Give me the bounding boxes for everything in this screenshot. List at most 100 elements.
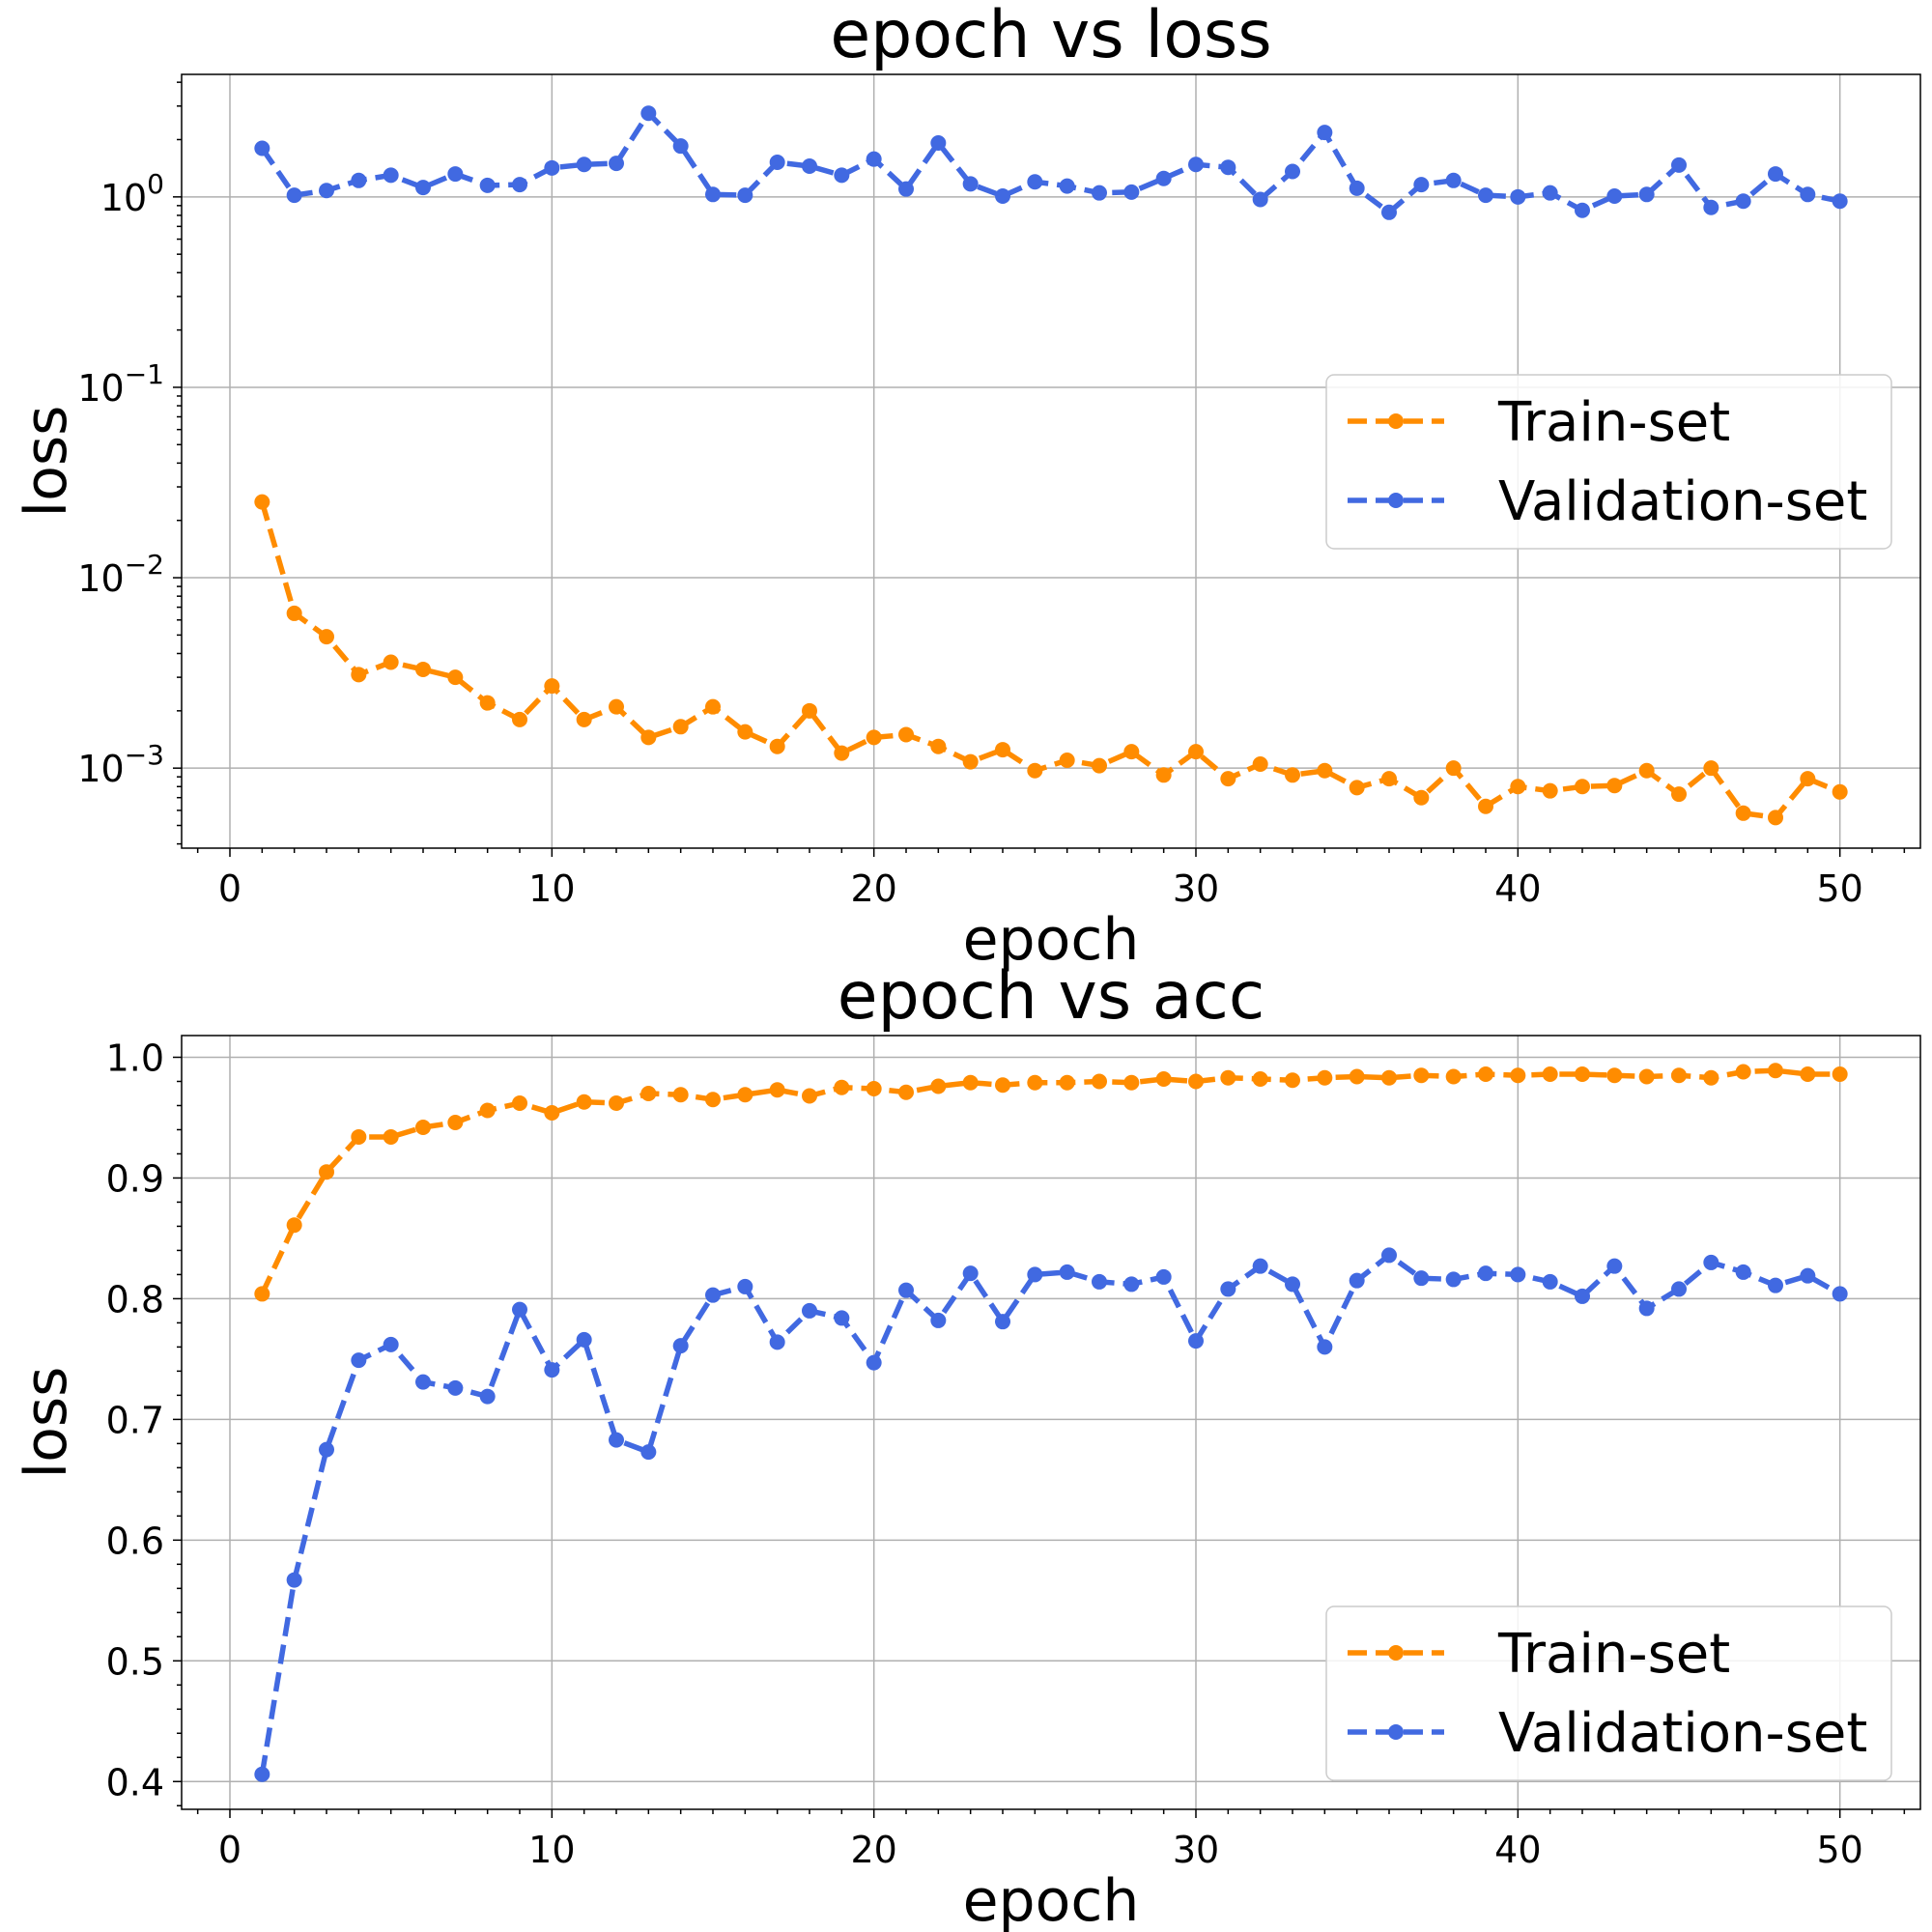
- data-point: [1671, 1067, 1687, 1084]
- data-point: [319, 183, 334, 199]
- data-point: [351, 667, 367, 683]
- data-point: [1092, 1073, 1107, 1090]
- data-point: [640, 1444, 657, 1461]
- data-point: [1800, 186, 1816, 203]
- data-point: [544, 1104, 560, 1121]
- data-point: [1188, 156, 1204, 173]
- data-point: [640, 729, 657, 746]
- data-point: [1220, 159, 1236, 176]
- data-point: [1478, 187, 1493, 204]
- data-point: [769, 1082, 785, 1098]
- data-point: [1671, 786, 1687, 803]
- data-point: [1155, 1070, 1172, 1087]
- x-tick-label: 30: [1173, 1829, 1219, 1871]
- x-tick-label: 10: [528, 1829, 575, 1871]
- data-point: [898, 1282, 914, 1298]
- data-point: [286, 605, 302, 621]
- data-point: [962, 176, 979, 192]
- data-point: [1285, 767, 1300, 783]
- data-point: [319, 1164, 334, 1180]
- data-point: [479, 1102, 496, 1119]
- data-point: [319, 1441, 334, 1458]
- data-point: [319, 629, 334, 645]
- y-tick-label: 0.8: [106, 1278, 164, 1321]
- data-point: [1510, 188, 1526, 205]
- data-point: [737, 187, 753, 204]
- data-point: [672, 1087, 689, 1103]
- y-tick-label: 0.5: [106, 1640, 164, 1683]
- data-point: [930, 1312, 947, 1328]
- chart-title: epoch vs acc: [838, 958, 1264, 1035]
- data-point: [1317, 1069, 1333, 1086]
- data-point: [1768, 166, 1783, 183]
- legend-swatch-marker: [1388, 493, 1404, 508]
- data-point: [479, 695, 496, 711]
- data-point: [544, 1362, 560, 1378]
- data-point: [544, 159, 560, 176]
- data-point: [447, 669, 464, 686]
- data-point: [802, 1302, 817, 1319]
- data-point: [1381, 204, 1397, 220]
- data-point: [1510, 779, 1526, 795]
- data-point: [1285, 1072, 1300, 1089]
- legend-swatch-marker: [1388, 1645, 1404, 1661]
- data-point: [479, 177, 496, 193]
- data-point: [1123, 744, 1140, 760]
- data-point: [1027, 762, 1043, 779]
- data-point: [1800, 771, 1816, 787]
- data-point: [1155, 767, 1172, 783]
- y-tick-label: 10−1: [77, 358, 164, 410]
- data-point: [769, 1334, 785, 1350]
- data-point: [1317, 762, 1333, 779]
- legend-swatch-marker: [1388, 413, 1404, 429]
- data-point: [576, 156, 592, 173]
- data-point: [447, 1114, 464, 1130]
- data-point: [1606, 1067, 1623, 1084]
- y-tick-label: 100: [100, 168, 164, 219]
- data-point: [866, 1354, 882, 1371]
- data-point: [1027, 1074, 1043, 1091]
- data-point: [576, 711, 592, 727]
- data-point: [1800, 1065, 1816, 1082]
- data-point: [802, 158, 817, 175]
- data-point: [1027, 1266, 1043, 1283]
- y-tick-label: 0.6: [106, 1520, 164, 1562]
- y-axis-label: loss: [13, 1367, 80, 1479]
- data-point: [1638, 186, 1655, 203]
- data-point: [930, 1078, 947, 1094]
- data-point: [1349, 780, 1365, 796]
- legend-label: Validation-set: [1498, 470, 1867, 533]
- data-point: [1381, 771, 1397, 787]
- data-point: [1413, 1067, 1430, 1084]
- data-point: [1703, 760, 1719, 777]
- legend-label: Validation-set: [1498, 1702, 1867, 1765]
- data-point: [286, 187, 302, 204]
- data-point: [609, 698, 624, 715]
- data-point: [383, 1336, 399, 1352]
- data-point: [802, 702, 817, 719]
- y-tick-label: 0.7: [106, 1399, 164, 1441]
- x-axis-label: epoch: [963, 906, 1140, 974]
- data-point: [640, 1085, 657, 1101]
- data-point: [1220, 771, 1236, 787]
- data-point: [609, 1094, 624, 1111]
- data-point: [254, 140, 270, 156]
- data-point: [995, 1314, 1010, 1330]
- data-point: [1349, 180, 1365, 196]
- data-point: [544, 678, 560, 695]
- data-point: [1478, 1265, 1493, 1282]
- data-point: [1638, 1068, 1655, 1085]
- data-point: [866, 151, 882, 167]
- data-point: [447, 166, 464, 183]
- data-point: [1671, 1281, 1687, 1297]
- data-point: [1027, 174, 1043, 190]
- data-point: [962, 1074, 979, 1091]
- data-point: [1768, 1277, 1783, 1293]
- plot-frame: [181, 73, 1921, 849]
- legend-label: Train-set: [1497, 391, 1730, 454]
- data-point: [1606, 187, 1623, 204]
- data-point: [1155, 170, 1172, 186]
- data-point: [1638, 762, 1655, 779]
- data-point: [1542, 782, 1558, 799]
- y-tick-label: 0.4: [106, 1761, 164, 1804]
